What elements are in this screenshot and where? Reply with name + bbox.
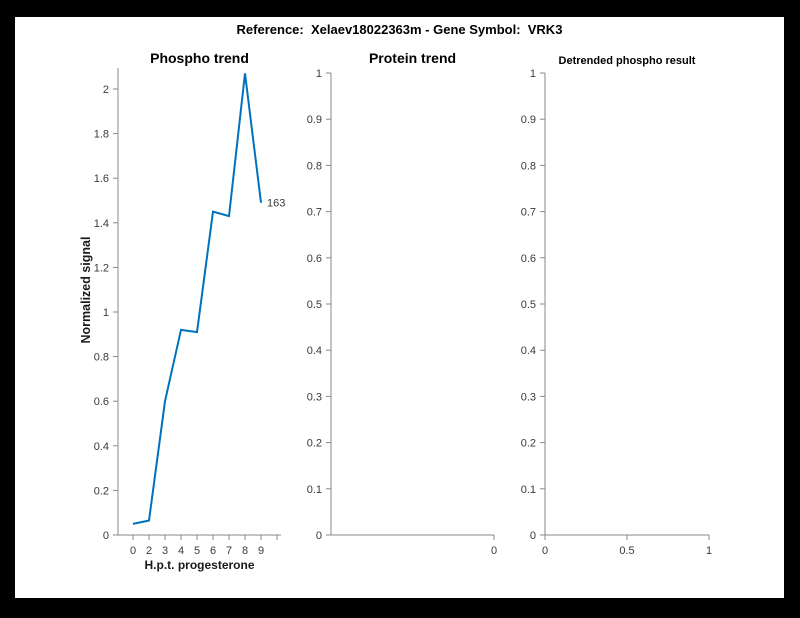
plot1-xtick-label: 0 (130, 545, 136, 557)
plot2-ytick-label: 0.7 (307, 207, 322, 219)
plot1-xtick-label: 7 (226, 545, 232, 557)
plot2-ytick-label: 0.9 (307, 114, 322, 126)
plot1-title: Phospho trend (150, 50, 249, 66)
plot3-ytick-label: 0.8 (521, 160, 536, 172)
matlab-figure-window: Reference: Xelaev18022363m - Gene Symbol… (15, 17, 784, 598)
plot1-ytick-label: 0.8 (94, 352, 109, 364)
plot1-ytick-label: 0 (103, 530, 109, 542)
plot2-ytick-label: 0.4 (307, 345, 322, 357)
plot2-ytick-label: 0.5 (307, 299, 322, 311)
plot3-ytick-label: 0.6 (521, 253, 536, 265)
peak-annotation: 163 (267, 198, 285, 210)
plot1-ytick-label: 1.6 (94, 173, 109, 185)
plot1-xtick-label: 5 (194, 545, 200, 557)
plot3-ytick-label: 0.3 (521, 391, 536, 403)
plot1-xtick-label: 3 (162, 545, 168, 557)
plot3-ytick-label: 0.1 (521, 484, 536, 496)
plot1-xtick-label: 6 (210, 545, 216, 557)
plot3-ytick-label: 0.9 (521, 114, 536, 126)
plot1-xtick-label: 4 (178, 545, 184, 557)
plot2-title: Protein trend (368, 50, 457, 66)
phospho-trend-line (132, 73, 262, 525)
plot1-ytick-label: 0.2 (94, 485, 109, 497)
plot1-ytick-label: 1.4 (94, 218, 109, 230)
plot3-ytick-label: 0.7 (521, 207, 536, 219)
plot1-ytick-label: 1.2 (94, 262, 109, 274)
plot2-ytick-label: 1 (316, 68, 322, 80)
plot3-xtick-label: 0 (542, 545, 548, 557)
plot1-xtick-label: 2 (146, 545, 152, 557)
plot3-ytick-label: 0.2 (521, 438, 536, 450)
plot3-ytick-label: 0.4 (521, 345, 536, 357)
plot1-ytick-label: 1 (103, 307, 109, 319)
plot1-ytick-label: 0.6 (94, 396, 109, 408)
plot3-xtick-label: 1 (706, 545, 712, 557)
axes-canvas: 00.20.40.60.811.21.41.61.820 2 3 4 5 6 7 8 91630… (94, 68, 712, 557)
plot2-ytick-label: 0.8 (307, 160, 322, 172)
plot2-ytick-label: 0.2 (307, 438, 322, 450)
plot3-axes: 0 0.1 0.2 0.3 0.4 0.5 0.6 0.7 0.8 0.9 1 0 0.5 1 (521, 68, 712, 557)
plot2-ytick-label: 0.6 (307, 253, 322, 265)
plot1-ytick-label: 1.8 (94, 129, 109, 141)
plot2-xtick-label: 0 (491, 545, 497, 557)
figure-title: Reference: Xelaev18022363m - Gene Symbol… (236, 22, 563, 37)
plot1-xtick-label: 8 (242, 545, 248, 557)
plot1-xlabel: H.p.t. progesterone (144, 558, 255, 572)
plot1-ytick-label: 0.4 (94, 441, 109, 453)
plot1-xtick-label: 9 (258, 545, 264, 557)
plot3-ytick-label: 0 (530, 530, 536, 542)
plot3-ytick-label: 1 (530, 68, 536, 80)
plot2-axes: 0 0.1 0.2 0.3 0.4 0.5 0.6 0.7 0.8 0.9 1 0 (307, 68, 497, 557)
plot3-xtick-label: 0.5 (619, 545, 634, 557)
plot2-ytick-label: 0 (316, 530, 322, 542)
plot2-ytick-label: 0.1 (307, 484, 322, 496)
plot1-ytick-label: 2 (103, 84, 109, 96)
plot2-ytick-label: 0.3 (307, 391, 322, 403)
plot3-title: Detrended phospho result (558, 55, 696, 67)
plot3-ytick-label: 0.5 (521, 299, 536, 311)
